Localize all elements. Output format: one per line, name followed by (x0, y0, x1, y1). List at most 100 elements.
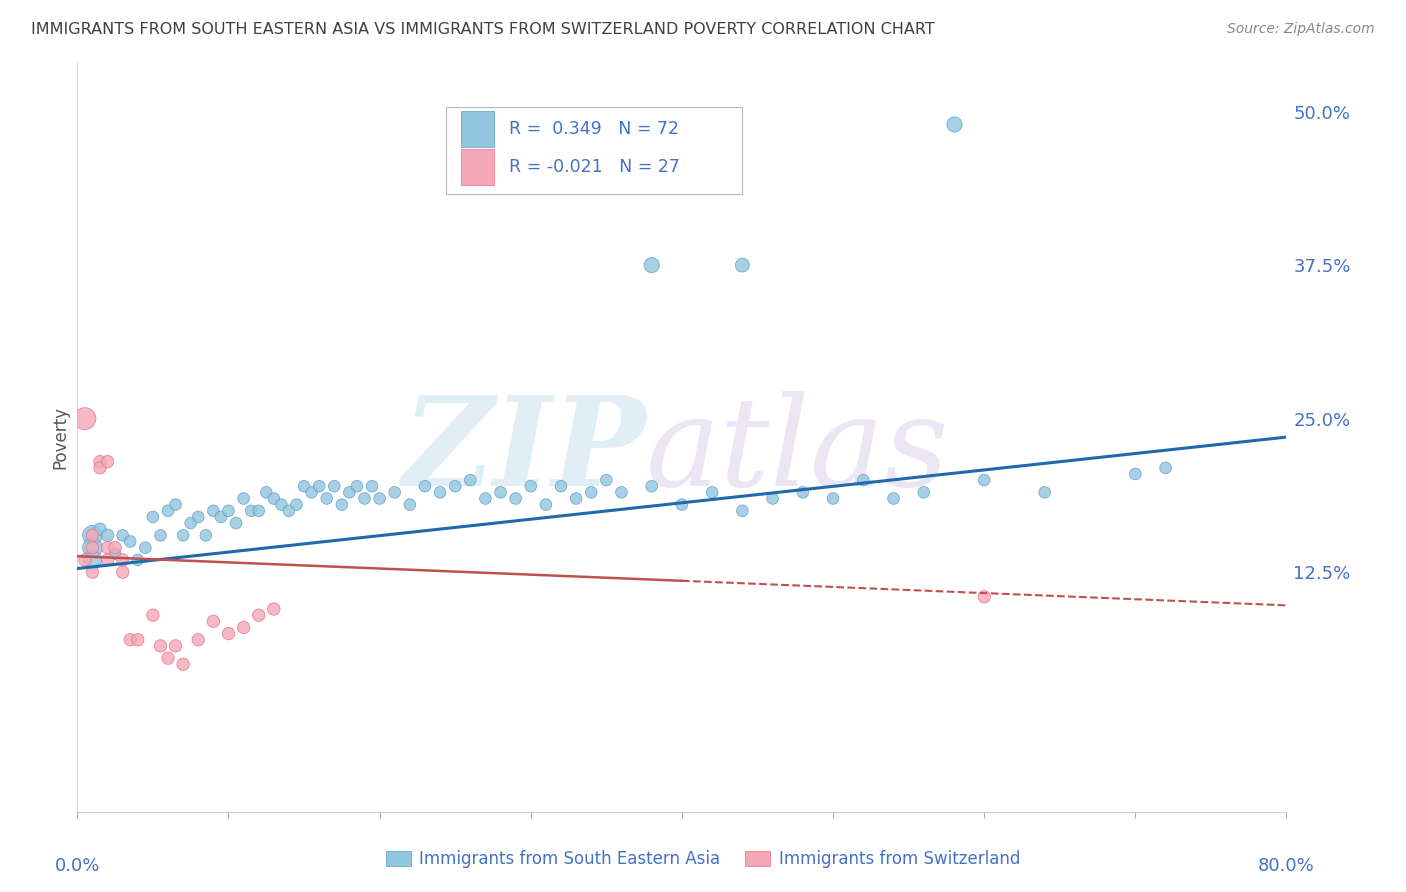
Point (263, 602, 285, 616)
Point (361, 479, 384, 493)
Point (232, 491, 254, 506)
Text: R = -0.021   N = 27: R = -0.021 N = 27 (509, 158, 681, 176)
Point (218, 504, 240, 518)
Point (82, 528, 104, 542)
Point (263, 491, 285, 506)
Point (702, 485, 724, 500)
Point (821, 491, 844, 506)
Point (458, 473, 481, 487)
Point (1123, 467, 1146, 481)
Text: Source: ZipAtlas.com: Source: ZipAtlas.com (1227, 22, 1375, 37)
Point (82, 565, 104, 579)
Point (89, 522, 111, 536)
Point (852, 473, 875, 487)
Point (474, 491, 496, 506)
Point (444, 479, 467, 493)
Point (149, 639, 172, 653)
Point (581, 485, 603, 500)
Point (232, 620, 254, 634)
Point (413, 479, 436, 493)
Point (1033, 485, 1056, 500)
Point (247, 608, 270, 623)
Point (550, 479, 572, 493)
Point (82, 541, 104, 555)
Point (368, 491, 391, 506)
Point (96, 541, 118, 555)
Point (595, 473, 617, 487)
Text: 80.0%: 80.0% (1258, 856, 1315, 875)
Point (641, 479, 664, 493)
Point (641, 258, 664, 272)
Point (1154, 460, 1177, 475)
Point (323, 479, 346, 493)
Point (353, 491, 375, 506)
Point (565, 491, 588, 506)
FancyBboxPatch shape (446, 107, 742, 194)
Point (792, 485, 814, 500)
Point (292, 479, 315, 493)
Point (489, 485, 512, 500)
Point (134, 541, 156, 555)
Point (254, 485, 277, 500)
Point (218, 626, 240, 640)
Point (534, 498, 557, 512)
Point (111, 553, 134, 567)
Point (762, 491, 785, 506)
Text: R =  0.349   N = 72: R = 0.349 N = 72 (509, 120, 679, 138)
Text: IMMIGRANTS FROM SOUTH EASTERN ASIA VS IMMIGRANTS FROM SWITZERLAND POVERTY CORREL: IMMIGRANTS FROM SOUTH EASTERN ASIA VS IM… (31, 22, 935, 37)
Point (315, 491, 337, 506)
Point (165, 498, 187, 512)
Point (127, 632, 149, 647)
Point (142, 510, 165, 524)
Point (157, 504, 180, 518)
Bar (461, 149, 495, 185)
Point (172, 657, 194, 672)
Text: ZIP: ZIP (402, 392, 645, 513)
Point (883, 491, 905, 506)
Point (96, 553, 118, 567)
Point (111, 565, 134, 579)
Point (202, 615, 225, 629)
Point (89, 455, 111, 469)
Point (96, 528, 118, 542)
Point (142, 608, 165, 623)
Y-axis label: Poverty: Poverty (51, 406, 69, 468)
Text: atlas: atlas (645, 392, 949, 513)
Point (180, 516, 202, 530)
Point (308, 479, 330, 493)
Point (942, 117, 965, 131)
Point (73, 411, 96, 425)
Point (505, 491, 527, 506)
Point (278, 504, 301, 518)
Point (270, 498, 292, 512)
Point (127, 553, 149, 567)
Point (731, 504, 754, 518)
Point (285, 498, 308, 512)
Point (337, 485, 360, 500)
Point (120, 632, 142, 647)
Point (240, 504, 263, 518)
Legend: Immigrants from South Eastern Asia, Immigrants from Switzerland: Immigrants from South Eastern Asia, Immi… (380, 844, 1026, 875)
Point (104, 547, 127, 561)
Point (399, 498, 422, 512)
Point (73, 553, 96, 567)
Point (194, 528, 217, 542)
Point (157, 651, 180, 665)
Point (973, 473, 995, 487)
Point (973, 590, 995, 604)
Point (82, 528, 104, 542)
Point (165, 639, 187, 653)
Point (96, 455, 118, 469)
Point (149, 528, 172, 542)
Point (247, 504, 270, 518)
Point (187, 632, 209, 647)
Text: 0.0%: 0.0% (55, 856, 100, 875)
Point (89, 460, 111, 475)
Point (111, 528, 134, 542)
Point (202, 504, 225, 518)
Point (520, 117, 543, 131)
Point (610, 485, 633, 500)
Point (731, 258, 754, 272)
Point (429, 485, 451, 500)
Point (104, 541, 127, 555)
